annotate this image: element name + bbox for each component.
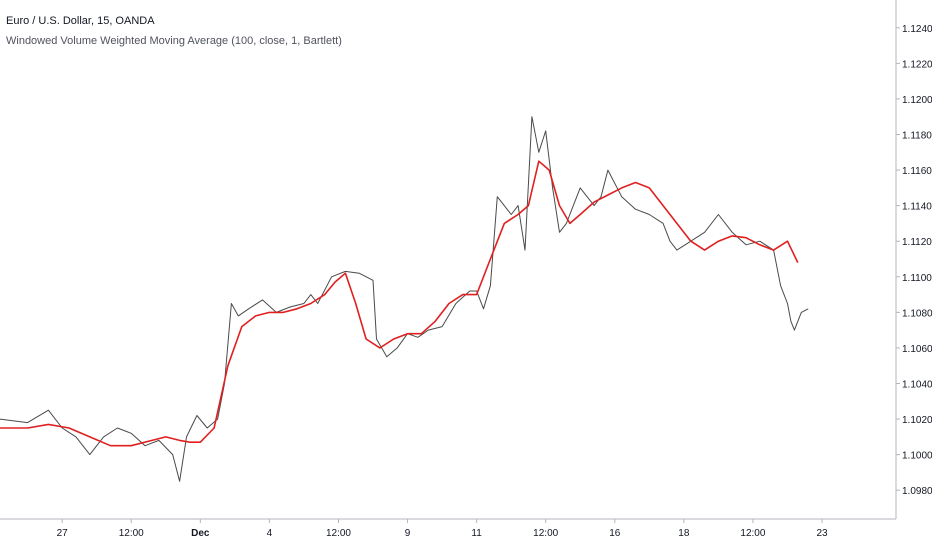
- x-tick-label: 23: [816, 528, 828, 539]
- x-tick-label: 18: [678, 528, 690, 539]
- x-tick-label: 12:00: [119, 528, 144, 539]
- x-tick-label: Dec: [191, 528, 210, 539]
- x-tick-label: 12:00: [740, 528, 765, 539]
- y-tick-label: 1.12400: [902, 24, 932, 35]
- y-tick-label: 1.12200: [902, 59, 932, 70]
- y-tick-label: 1.10600: [902, 344, 932, 355]
- x-tick-label: 11: [471, 528, 482, 539]
- x-tick-label: 27: [57, 528, 69, 539]
- y-tick-label: 1.11200: [902, 237, 932, 248]
- y-tick-label: 1.10000: [902, 451, 932, 462]
- average-series-line: [0, 160, 799, 447]
- y-tick-label: 1.11400: [902, 202, 932, 213]
- legend: Euro / U.S. Dollar, 15, OANDA Windowed V…: [6, 12, 342, 52]
- x-tick-label: 9: [405, 528, 411, 539]
- symbol-title: Euro / U.S. Dollar, 15, OANDA: [6, 15, 155, 27]
- y-tick-label: 1.11800: [902, 131, 932, 142]
- series-layer: [0, 116, 809, 482]
- axis-layer: 1.12400 1.12200 1.12000 1.11800 1.11600 1.114…: [0, 0, 932, 539]
- y-tick-label: 1.11000: [902, 273, 932, 284]
- price-series-line: [0, 116, 809, 482]
- x-tick-label: 12:00: [533, 528, 558, 539]
- x-tick-label: 4: [267, 528, 273, 539]
- y-tick-label: 1.11600: [902, 166, 932, 177]
- x-tick-label: 12:00: [326, 528, 351, 539]
- y-tick-label: 1.10800: [902, 308, 932, 319]
- indicator-title: Windowed Volume Weighted Moving Average …: [6, 34, 342, 47]
- y-tick-label: 1.12000: [902, 95, 932, 106]
- y-tick-label: 1.09800: [902, 486, 932, 497]
- y-tick-label: 1.10200: [902, 415, 932, 426]
- y-tick-label: 1.10400: [902, 380, 932, 391]
- x-tick-label: 16: [609, 528, 621, 539]
